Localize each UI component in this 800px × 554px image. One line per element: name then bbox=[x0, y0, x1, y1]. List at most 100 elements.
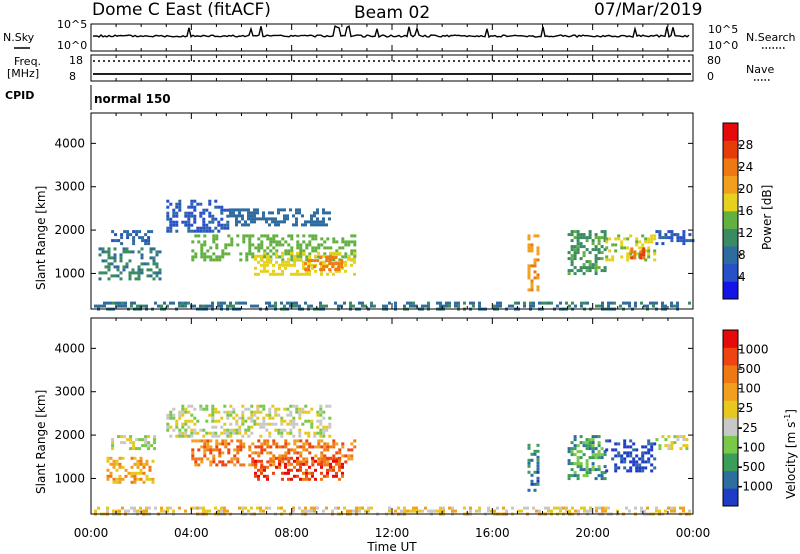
velocity-cell bbox=[338, 477, 341, 481]
colorbar-tick-label: 20 bbox=[738, 182, 753, 196]
power-cell bbox=[579, 269, 583, 273]
velocity-cell bbox=[257, 439, 261, 443]
velocity-cell bbox=[220, 416, 224, 420]
colorbar-tick-label: 25 bbox=[738, 401, 753, 415]
velocity-cell bbox=[338, 459, 341, 463]
power-cell bbox=[98, 271, 102, 275]
velocity-cell bbox=[269, 451, 273, 455]
power-cell bbox=[658, 236, 662, 240]
power-cell bbox=[576, 242, 580, 246]
velocity-cell bbox=[322, 428, 326, 432]
power-cell bbox=[340, 259, 344, 263]
velocity-cell bbox=[576, 450, 580, 454]
velocity-cell bbox=[259, 422, 263, 426]
power-cell bbox=[287, 249, 291, 253]
velocity-cell bbox=[284, 465, 287, 469]
velocity-cell bbox=[338, 462, 341, 466]
power-cell bbox=[203, 258, 207, 262]
velocity-cell bbox=[197, 457, 201, 461]
colorbar-swatch bbox=[723, 246, 738, 265]
power-cell bbox=[325, 265, 329, 269]
power-cell bbox=[664, 236, 668, 240]
power-cell bbox=[302, 263, 305, 267]
velocity-cell bbox=[409, 509, 412, 513]
power-cell bbox=[184, 223, 188, 227]
velocity-cell bbox=[133, 456, 137, 460]
colorbar-swatch bbox=[723, 158, 738, 177]
power-cell bbox=[221, 252, 225, 256]
power-cell bbox=[647, 246, 651, 250]
power-cell bbox=[248, 249, 252, 253]
power-cell bbox=[121, 304, 124, 308]
power-cell bbox=[144, 242, 148, 246]
velocity-cell bbox=[283, 428, 287, 432]
velocity-cell bbox=[206, 457, 210, 461]
velocity-cell bbox=[301, 509, 304, 513]
power-cell bbox=[567, 269, 571, 273]
power-cell bbox=[533, 234, 537, 238]
power-cell bbox=[533, 264, 537, 268]
power-cell bbox=[644, 240, 648, 244]
power-cell bbox=[135, 233, 139, 237]
velocity-cell bbox=[232, 416, 236, 420]
velocity-cell bbox=[265, 428, 269, 432]
power-cell bbox=[317, 251, 320, 255]
power-cell bbox=[655, 242, 659, 246]
power-cell bbox=[116, 274, 120, 278]
power-cell bbox=[302, 272, 305, 276]
velocity-cell bbox=[202, 509, 205, 513]
velocity-cell bbox=[623, 445, 627, 449]
power-cell bbox=[200, 246, 204, 250]
power-cell bbox=[448, 301, 451, 305]
velocity-cell bbox=[623, 457, 627, 461]
power-cell bbox=[217, 220, 221, 224]
velocity-cell bbox=[268, 416, 272, 420]
velocity-cell bbox=[193, 407, 197, 411]
power-cell bbox=[682, 236, 686, 240]
power-cell bbox=[113, 265, 117, 269]
power-cell bbox=[334, 301, 337, 305]
velocity-cell bbox=[341, 462, 344, 466]
velocity-cell bbox=[139, 468, 143, 472]
velocity-cell bbox=[227, 460, 231, 464]
velocity-cell bbox=[287, 471, 290, 475]
velocity-cell bbox=[310, 422, 314, 426]
power-cell bbox=[334, 268, 338, 272]
power-cell bbox=[635, 243, 639, 247]
velocity-cell bbox=[594, 435, 598, 439]
power-cell bbox=[322, 304, 325, 308]
colorbar-swatch bbox=[723, 418, 738, 436]
power-cell bbox=[101, 259, 105, 263]
power-cell bbox=[302, 266, 305, 270]
power-cell bbox=[223, 301, 226, 305]
velocity-cell bbox=[323, 474, 326, 478]
power-cell bbox=[597, 251, 601, 255]
velocity-cell bbox=[304, 410, 308, 414]
power-cell bbox=[331, 265, 335, 269]
power-cell bbox=[325, 256, 329, 260]
power-cell bbox=[257, 243, 261, 247]
velocity-cell bbox=[320, 471, 323, 475]
power-cell bbox=[567, 257, 571, 261]
power-cell bbox=[679, 239, 683, 243]
velocity-cell bbox=[266, 445, 270, 449]
power-cell bbox=[338, 246, 342, 250]
power-cell bbox=[337, 304, 340, 308]
velocity-cell bbox=[286, 431, 290, 435]
power-cell bbox=[203, 240, 207, 244]
power-cell bbox=[203, 243, 207, 247]
velocity-cell bbox=[178, 410, 182, 414]
power-cell bbox=[635, 252, 639, 256]
power-cell bbox=[644, 237, 648, 241]
power-cell bbox=[122, 247, 126, 251]
velocity-cell bbox=[227, 451, 231, 455]
velocity-cell bbox=[197, 439, 201, 443]
velocity-cell bbox=[475, 509, 478, 513]
velocity-cell bbox=[567, 447, 571, 451]
velocity-cell bbox=[638, 469, 642, 473]
power-cell bbox=[588, 266, 592, 270]
power-cell bbox=[235, 223, 238, 227]
power-cell bbox=[313, 220, 316, 224]
velocity-cell bbox=[332, 474, 335, 478]
power-cell bbox=[191, 258, 195, 262]
